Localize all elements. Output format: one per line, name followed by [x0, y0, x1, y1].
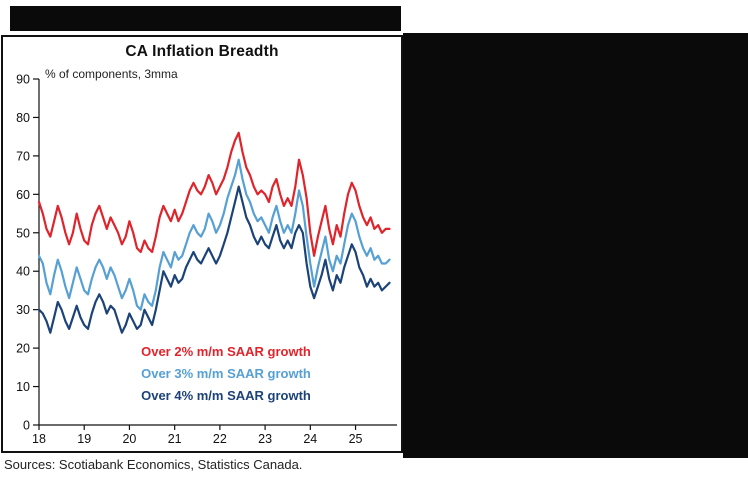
right-black-panel — [403, 33, 748, 458]
svg-text:0: 0 — [23, 419, 30, 433]
svg-text:25: 25 — [349, 432, 363, 446]
legend-item-over-4pct: Over 4% m/m SAAR growth — [141, 388, 311, 403]
svg-text:30: 30 — [16, 303, 30, 317]
chart-title: CA Inflation Breadth — [125, 43, 279, 60]
svg-text:60: 60 — [16, 188, 30, 202]
legend-item-over-2pct: Over 2% m/m SAAR growth — [141, 344, 311, 359]
chart-legend: Over 2% m/m SAAR growth Over 3% m/m SAAR… — [91, 341, 361, 407]
svg-text:50: 50 — [16, 226, 30, 240]
svg-text:23: 23 — [258, 432, 272, 446]
plot-area: 0 10 20 30 40 50 60 70 80 90 18 19 20 21 22 23 24 25 — [16, 73, 397, 446]
svg-text:10: 10 — [16, 380, 30, 394]
chart-subtitle: % of components, 3mma — [45, 67, 178, 81]
svg-text:19: 19 — [77, 432, 91, 446]
svg-text:80: 80 — [16, 111, 30, 125]
svg-text:20: 20 — [122, 432, 136, 446]
svg-text:22: 22 — [213, 432, 227, 446]
svg-text:40: 40 — [16, 265, 30, 279]
source-note: Sources: Scotiabank Economics, Statistic… — [4, 457, 303, 472]
svg-text:21: 21 — [168, 432, 182, 446]
svg-text:90: 90 — [16, 73, 30, 87]
inflation-breadth-chart: 0 10 20 30 40 50 60 70 80 90 18 19 20 21 22 23 24 25 CA I… — [1, 35, 403, 453]
svg-text:20: 20 — [16, 342, 30, 356]
top-black-bar — [10, 6, 401, 31]
svg-text:24: 24 — [303, 432, 317, 446]
legend-item-over-3pct: Over 3% m/m SAAR growth — [141, 366, 311, 381]
svg-text:70: 70 — [16, 149, 30, 163]
svg-text:18: 18 — [32, 432, 46, 446]
